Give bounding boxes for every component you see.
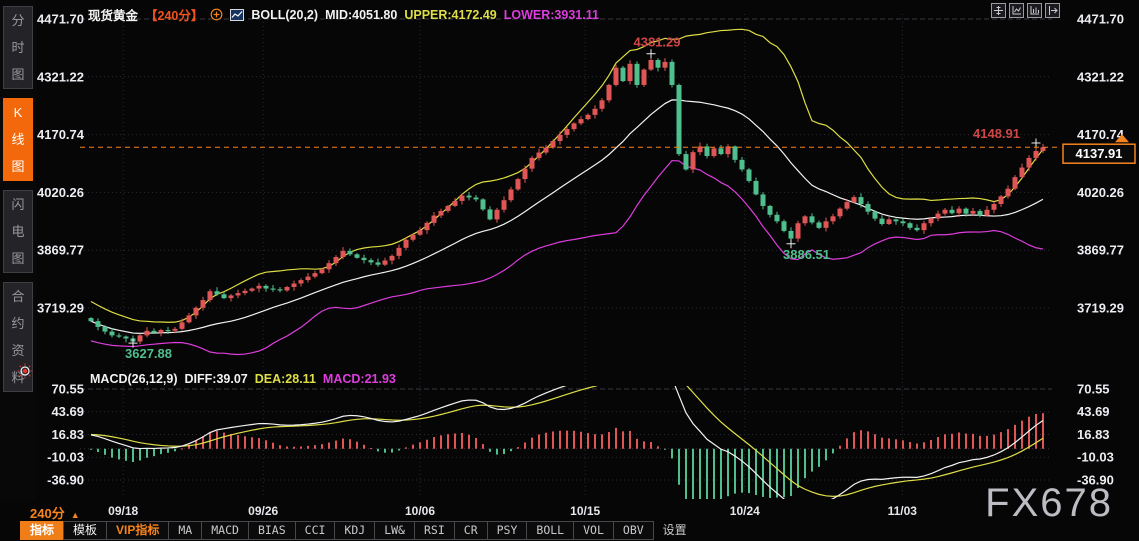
toolbar-item-11[interactable]: PSY	[486, 521, 528, 540]
macd-axis-label-right: -36.90	[1077, 473, 1114, 488]
watermark: FX678	[985, 481, 1113, 525]
chevron-up-icon: ▲	[70, 510, 80, 520]
price-axis-label-left: 3719.29	[37, 301, 84, 316]
date-label: 10/15	[570, 504, 600, 518]
macd-axis-label-left: 70.55	[51, 382, 84, 397]
macd-macd-value: MACD:21.93	[322, 372, 396, 386]
extreme-price-label: 4381.29	[634, 35, 681, 50]
macd-axis-label-right: -10.03	[1077, 450, 1114, 465]
toolbar-item-6[interactable]: CCI	[294, 521, 336, 540]
price-axis-label-right: 4471.70	[1077, 12, 1124, 27]
toolbar-item-4[interactable]: MACD	[201, 521, 249, 540]
period-selector[interactable]: 240分 ▲	[30, 503, 80, 522]
toolbar-item-10[interactable]: CR	[453, 521, 488, 540]
candlesticks	[88, 53, 1046, 345]
move-chart-icon[interactable]	[991, 3, 1006, 18]
macd-axis-label-right: 16.83	[1077, 427, 1110, 442]
price-axis-label-left: 3869.77	[37, 243, 84, 258]
macd-axis-label-left: 16.83	[51, 427, 84, 442]
axis-scale-icon[interactable]	[1009, 3, 1024, 18]
price-axis-label-left: 4020.26	[37, 185, 84, 200]
toolbar-item-1[interactable]: 模板	[63, 521, 108, 540]
macd-label: MACD(26,12,9)	[90, 372, 178, 386]
toolbar-item-7[interactable]: KDJ	[334, 521, 376, 540]
chart-legend: 现货黄金 【240分】 BOLL(20,2) MID:4051.80 UPPER…	[88, 5, 599, 24]
boll-upper-value: UPPER:4172.49	[404, 7, 497, 22]
price-axis-label-right: 4321.22	[1077, 69, 1124, 84]
toolbar-item-15[interactable]: 设置	[662, 523, 687, 537]
boll-lower-value: LOWER:3931.11	[503, 7, 599, 22]
toolbar-item-0[interactable]: 指标	[20, 521, 65, 540]
pop-out-icon[interactable]	[1045, 3, 1060, 18]
live-alert-icon	[17, 363, 33, 379]
sidebar-tab-2[interactable]: 闪电图	[3, 190, 33, 273]
date-label: 09/18	[108, 504, 138, 518]
date-label: 11/03	[888, 504, 918, 518]
date-label: 10/24	[730, 504, 760, 518]
macd-axis-label-left: -10.03	[47, 450, 84, 465]
price-axis-label-left: 4471.70	[37, 12, 84, 27]
chart-type-icon[interactable]	[230, 8, 245, 21]
macd-axis-label-right: 43.69	[1077, 404, 1110, 419]
kline-chart-canvas[interactable]: 4471.70 4471.70 4321.22 4321.22 4170.74 4170.…	[36, 0, 1139, 520]
price-axis-label-right: 3869.77	[1077, 243, 1124, 258]
macd-axis-label-left: 43.69	[51, 404, 84, 419]
current-price-marker: 4137.91	[80, 134, 1136, 164]
macd-axis-label-left: -36.90	[47, 473, 84, 488]
macd-axis-label-right: 70.55	[1077, 382, 1110, 397]
axis-labels: 4471.70 4471.70 4321.22 4321.22 4170.74 4170.…	[37, 12, 1125, 488]
period-badge: 【240分】	[145, 9, 204, 23]
toolbar-item-3[interactable]: MA	[168, 521, 203, 540]
symbol-name: 现货黄金	[88, 9, 139, 23]
macd-dea-value: DEA:28.11	[254, 372, 316, 386]
macd-diff-value: DIFF:39.07	[184, 372, 248, 386]
toolbar-item-5[interactable]: BIAS	[247, 521, 296, 540]
price-axis-label-left: 4321.22	[37, 69, 84, 84]
period-selector-label: 240分	[30, 506, 65, 521]
date-axis: 09/18 09/26 10/06 10/15 10/24 11/03	[108, 504, 917, 518]
extreme-price-label: 3886.51	[783, 247, 830, 262]
macd-legend: MACD(26,12,9) DIFF:39.07 DEA:28.11 MACD:…	[90, 372, 396, 386]
indicator-toolbar: 指标 模板 VIP指标 MA MACD BIAS CCI KDJ LW& RSI CR PSY BOLL…	[20, 521, 697, 540]
boll-mid-value: MID:4051.80	[325, 7, 398, 22]
bar-scale-icon[interactable]	[1027, 3, 1042, 18]
date-label: 09/26	[248, 504, 278, 518]
current-price-label: 4137.91	[1076, 146, 1123, 161]
boll-label: BOLL(20,2)	[251, 7, 319, 22]
price-annotations: 3627.88 4381.29 3886.51 4148.91	[125, 35, 1041, 361]
price-axis-label-right: 4170.74	[1077, 127, 1125, 142]
price-axis-label-right: 4020.26	[1077, 185, 1124, 200]
chart-tools	[991, 3, 1060, 18]
toolbar-item-12[interactable]: BOLL	[526, 521, 575, 540]
extreme-price-label: 3627.88	[125, 346, 172, 361]
sidebar-tab-3[interactable]: 合约资料	[3, 282, 33, 392]
extreme-price-label: 4148.91	[973, 126, 1020, 141]
grid-lines	[80, 14, 1052, 498]
toolbar-item-14[interactable]: OBV	[612, 521, 654, 540]
toolbar-item-13[interactable]: VOL	[573, 521, 614, 540]
toolbar-item-9[interactable]: RSI	[413, 521, 455, 540]
toolbar-item-8[interactable]: LW&	[374, 521, 415, 540]
toolbar-item-2[interactable]: VIP指标	[106, 521, 170, 540]
bollinger-bands	[90, 28, 1044, 356]
macd-plot	[80, 386, 1052, 499]
sidebar-tab-0[interactable]: 分时图	[3, 6, 33, 89]
price-up-arrow-icon	[1115, 134, 1129, 143]
add-indicator-icon[interactable]	[210, 8, 223, 21]
date-label: 10/06	[405, 504, 435, 518]
price-axis-label-left: 4170.74	[37, 127, 85, 142]
price-axis-label-right: 3719.29	[1077, 301, 1124, 316]
